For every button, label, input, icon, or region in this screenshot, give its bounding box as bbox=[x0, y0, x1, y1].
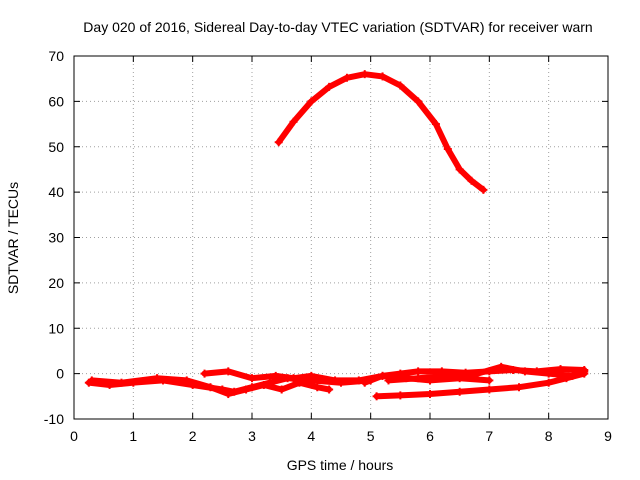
data-point bbox=[544, 378, 553, 387]
data-point bbox=[200, 369, 209, 378]
data-point bbox=[414, 374, 423, 383]
data-point bbox=[473, 369, 482, 378]
x-tick-label: 5 bbox=[367, 428, 375, 444]
grid bbox=[74, 56, 608, 419]
data-point bbox=[307, 371, 316, 380]
y-tick-label: 40 bbox=[48, 184, 64, 200]
data-point bbox=[271, 371, 280, 380]
data-point bbox=[289, 374, 298, 383]
y-tick-label: 60 bbox=[48, 93, 64, 109]
data-point bbox=[467, 176, 476, 185]
series-line-arc-high bbox=[275, 71, 487, 193]
data-point bbox=[485, 385, 494, 394]
x-tick-label: 8 bbox=[545, 428, 553, 444]
data-point bbox=[313, 383, 322, 392]
data-point bbox=[182, 376, 191, 385]
data-point bbox=[372, 392, 381, 401]
y-tick-label: 70 bbox=[48, 48, 64, 64]
data-point bbox=[443, 371, 452, 380]
data-point bbox=[259, 380, 268, 389]
data-point bbox=[274, 138, 283, 147]
data-point bbox=[515, 383, 523, 392]
data-point bbox=[443, 145, 452, 154]
data-point bbox=[396, 369, 405, 378]
x-tick-label: 7 bbox=[485, 428, 493, 444]
data-point bbox=[307, 97, 316, 106]
data-point bbox=[325, 385, 334, 394]
plot-frame bbox=[73, 55, 609, 420]
data-point bbox=[431, 120, 440, 129]
data-point bbox=[360, 70, 369, 79]
x-tick-label: 3 bbox=[248, 428, 256, 444]
data-point bbox=[206, 383, 215, 392]
data-point bbox=[360, 378, 369, 387]
x-tick-label: 6 bbox=[426, 428, 434, 444]
data-point bbox=[117, 378, 126, 387]
data-point bbox=[289, 117, 298, 126]
data-series bbox=[84, 70, 589, 401]
data-point bbox=[479, 185, 488, 194]
y-axis-label: SDTVAR / TECUs bbox=[5, 182, 21, 294]
ticks: 0 1 2 3 4 5 6 7 8 9 -10 0 10 20 30 40 50 60 70 bbox=[44, 48, 612, 444]
x-tick-label: 4 bbox=[307, 428, 315, 444]
data-point bbox=[354, 376, 363, 385]
y-tick-label: 50 bbox=[48, 139, 64, 155]
data-point bbox=[378, 72, 387, 81]
data-point bbox=[331, 376, 340, 385]
data-point bbox=[325, 82, 334, 91]
data-point bbox=[396, 391, 405, 400]
y-tick-label: 10 bbox=[48, 320, 64, 336]
data-point bbox=[520, 367, 529, 376]
x-tick-label: 1 bbox=[129, 428, 137, 444]
data-point bbox=[414, 97, 423, 106]
data-point bbox=[568, 371, 577, 380]
data-point bbox=[384, 376, 393, 385]
data-point bbox=[544, 369, 553, 378]
data-point bbox=[455, 165, 464, 174]
y-tick-label: 30 bbox=[48, 230, 64, 246]
x-axis-label: GPS time / hours bbox=[287, 457, 394, 473]
x-tick-label: 2 bbox=[189, 428, 197, 444]
y-tick-label: 0 bbox=[56, 366, 64, 382]
data-point bbox=[342, 73, 351, 82]
data-point bbox=[224, 390, 233, 399]
data-point bbox=[153, 374, 162, 383]
data-point bbox=[248, 374, 256, 383]
data-point bbox=[224, 367, 233, 376]
x-tick-label: 9 bbox=[604, 428, 612, 444]
data-point bbox=[580, 367, 589, 376]
y-tick-label: 20 bbox=[48, 275, 64, 291]
y-tick-label: -10 bbox=[44, 411, 64, 427]
data-point bbox=[485, 376, 494, 385]
data-point bbox=[378, 371, 387, 380]
chart-title: Day 020 of 2016, Sidereal Day-to-day VTE… bbox=[83, 19, 592, 35]
data-point bbox=[242, 385, 251, 394]
data-point bbox=[396, 81, 405, 90]
data-point bbox=[277, 385, 286, 394]
data-point bbox=[426, 390, 434, 399]
data-point bbox=[497, 362, 506, 371]
x-tick-label: 0 bbox=[70, 428, 78, 444]
data-point bbox=[414, 367, 423, 376]
data-point bbox=[87, 376, 96, 385]
data-point bbox=[455, 387, 464, 396]
